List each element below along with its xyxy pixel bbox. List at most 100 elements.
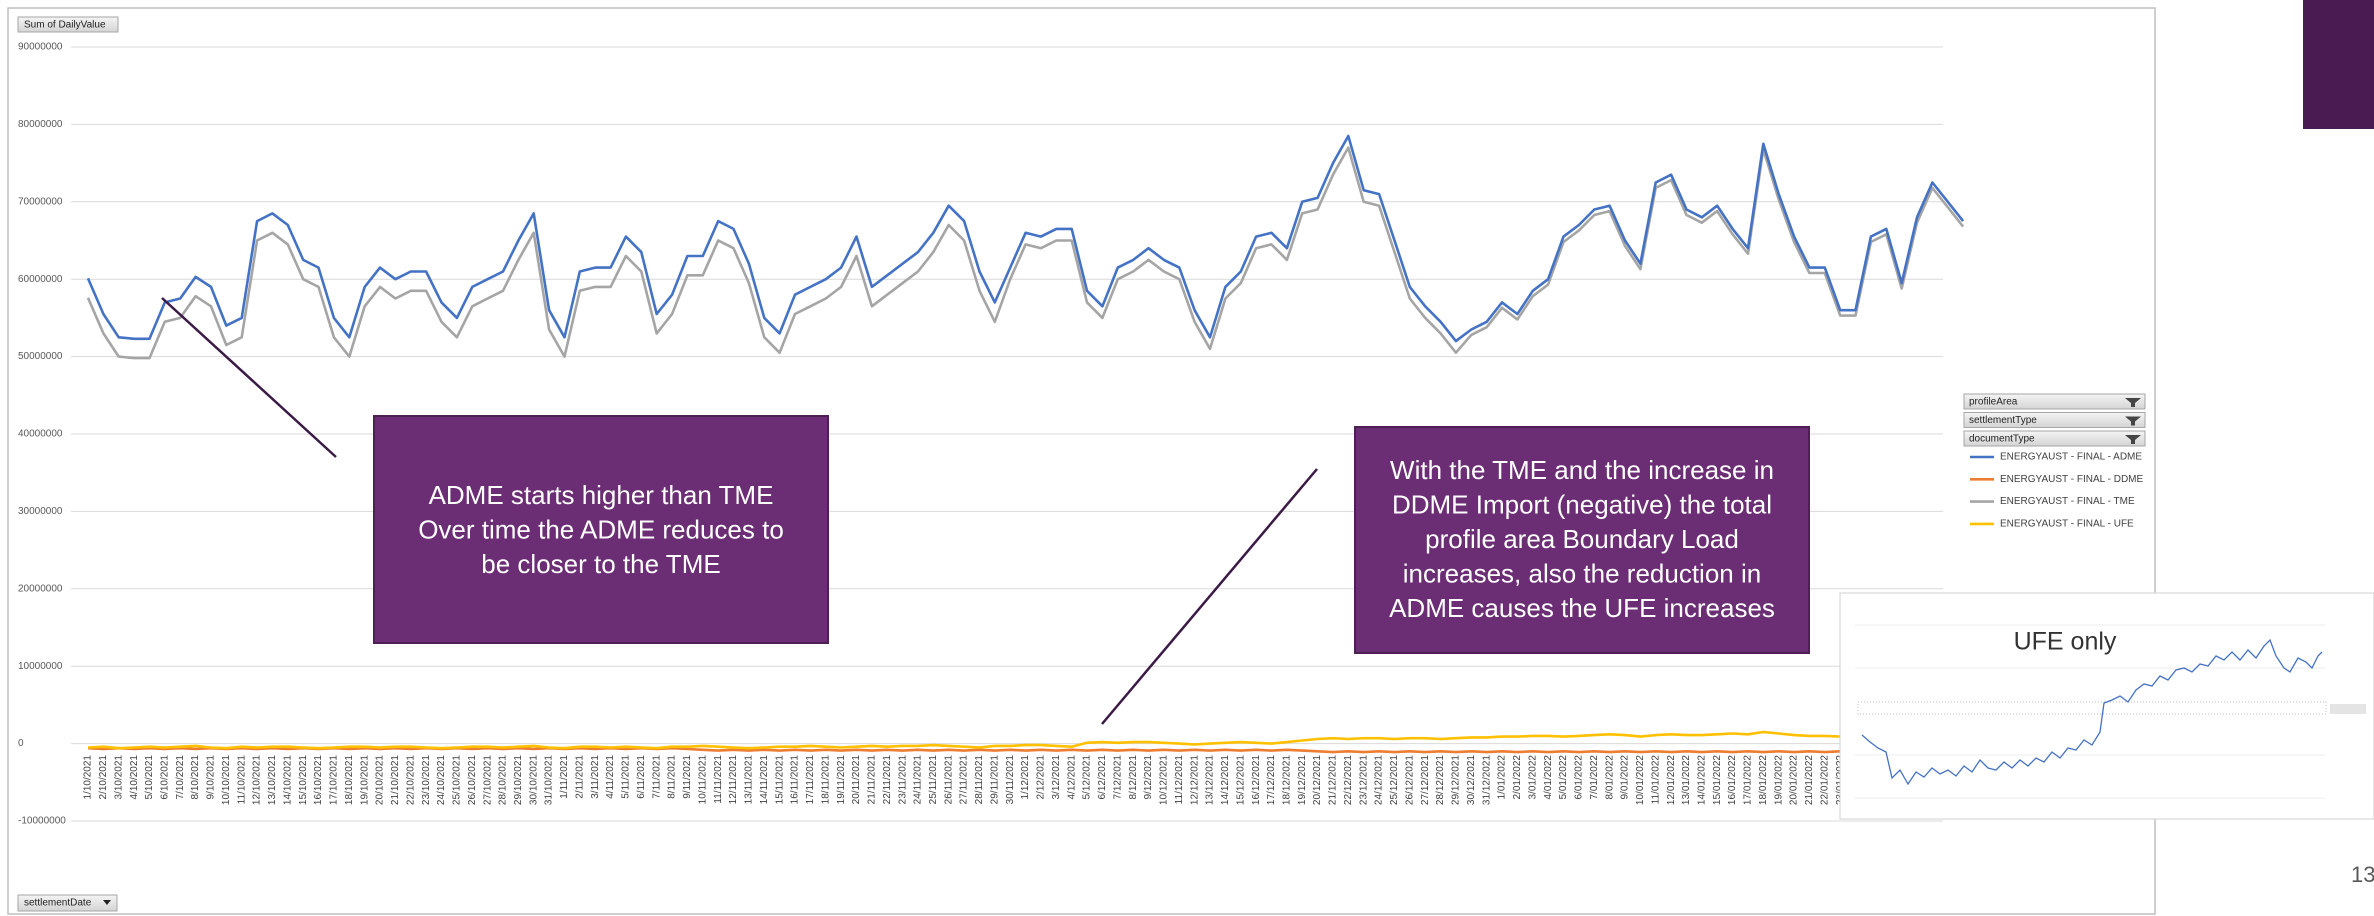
x-tick-label: 21/10/2021 [390,755,401,805]
x-tick-label: 19/12/2021 [1297,755,1308,805]
x-tick-label: 26/12/2021 [1404,755,1415,805]
legend-label: ENERGYAUST - FINAL - ADME [2000,452,2142,463]
legend-field-button[interactable]: profileArea [1963,393,2146,410]
x-tick-label: 26/11/2021 [943,755,954,805]
x-tick-label: 15/10/2021 [298,755,309,805]
filter-icon [2125,435,2141,444]
y-tick-label: 40000000 [18,429,63,440]
x-tick-label: 21/12/2021 [1328,755,1339,805]
dropdown-icon [103,900,111,905]
y-tick-label: 30000000 [18,506,63,517]
annotation-text: DDME Import (negative) the total [1392,489,1772,519]
x-tick-label: 31/10/2021 [544,755,555,805]
legend-field-button[interactable]: settlementType [1963,412,2146,428]
x-tick-label: 13/01/2022 [1681,755,1692,805]
legend-field-label: profileArea [1969,397,2018,408]
annotation-text: be closer to the TME [481,549,720,579]
filter-icon [2125,416,2141,426]
x-tick-label: 17/01/2022 [1743,755,1754,805]
button-bg [1963,393,2146,410]
legend-field-button[interactable]: documentType [1963,430,2146,447]
x-tick-label: 12/01/2022 [1666,755,1677,805]
x-tick-label: 7/11/2021 [651,755,662,799]
x-tick-label: 4/12/2021 [1066,755,1077,800]
x-tick-label: 29/11/2021 [989,755,1000,805]
x-tick-label: 14/10/2021 [282,755,293,805]
x-tick-label: 1/11/2021 [559,755,570,799]
x-tick-label: 23/12/2021 [1358,755,1369,805]
x-tick-label: 4/01/2022 [1543,755,1554,800]
x-tick-label: 16/01/2022 [1727,755,1738,805]
inset-thumbnail: UFE only [1839,592,2374,820]
x-tick-label: 9/10/2021 [206,755,217,800]
annotation-text: With the TME and the increase in [1390,455,1774,485]
x-tick-label: 21/11/2021 [867,755,878,805]
x-tick-label: 29/12/2021 [1451,755,1462,805]
inset-label: UFE only [2014,628,2117,656]
x-tick-label: 22/12/2021 [1343,755,1354,805]
y-tick-label: 0 [18,738,24,749]
y-tick-label: 70000000 [18,196,63,207]
x-tick-label: 15/01/2022 [1712,755,1723,805]
y-tick-label: 50000000 [18,351,63,362]
x-tick-label: 25/11/2021 [928,755,939,805]
legend-label: ENERGYAUST - FINAL - DDME [2000,474,2143,485]
x-tick-label: 7/10/2021 [175,755,186,800]
x-tick-label: 10/01/2022 [1635,755,1646,805]
x-tick-label: 9/01/2022 [1620,755,1631,800]
x-tick-label: 5/11/2021 [621,755,632,799]
value-field-button[interactable]: Sum of DailyValue [17,16,119,33]
y-tick-label: 20000000 [18,583,63,594]
callout-line [1101,468,1318,725]
x-tick-label: 11/11/2021 [713,755,724,804]
x-tick-label: 4/11/2021 [605,755,616,799]
x-tick-label: 22/10/2021 [405,755,416,805]
x-tick-label: 2/10/2021 [98,755,109,800]
x-tick-label: 13/11/2021 [744,755,755,805]
x-tick-label: 23/11/2021 [897,755,908,805]
x-tick-label: 14/01/2022 [1696,755,1707,805]
x-tick-label: 2/11/2021 [574,755,585,799]
x-tick-label: 10/11/2021 [697,755,708,805]
axis-field-label: settlementDate [24,898,92,909]
annotation-text: ADME starts higher than TME [429,480,774,510]
value-field-label: Sum of DailyValue [24,20,106,31]
x-tick-label: 14/11/2021 [759,755,770,805]
x-tick-label: 8/10/2021 [190,755,201,800]
x-tick-label: 18/10/2021 [344,755,355,805]
x-tick-label: 16/10/2021 [313,755,324,805]
series-line [86,134,1965,343]
axis-field-button[interactable]: settlementDate [17,894,118,912]
legend-field-label: settlementType [1969,415,2037,426]
x-tick-label: 9/12/2021 [1143,755,1154,800]
x-tick-label: 27/11/2021 [959,755,970,805]
x-tick-label: 11/01/2022 [1650,755,1661,805]
x-tick-label: 3/01/2022 [1527,755,1538,800]
filter-icon [2125,398,2141,407]
annotation-text: profile area Boundary Load [1425,524,1739,554]
x-tick-label: 6/10/2021 [159,755,170,800]
x-tick-label: 1/10/2021 [83,755,94,800]
x-tick-label: 27/10/2021 [482,755,493,805]
x-tick-label: 12/11/2021 [728,755,739,805]
x-tick-label: 20/10/2021 [375,755,386,805]
slide-number: 13 [2351,862,2374,887]
x-tick-label: 28/10/2021 [498,755,509,805]
x-tick-label: 29/10/2021 [513,755,524,805]
x-tick-label: 1/12/2021 [1020,755,1031,800]
x-tick-label: 8/01/2022 [1604,755,1615,800]
x-tick-label: 20/01/2022 [1789,755,1800,805]
x-tick-label: 8/11/2021 [667,755,678,799]
x-tick-label: 27/12/2021 [1420,755,1431,805]
x-tick-label: 9/11/2021 [682,755,693,799]
x-tick-label: 5/01/2022 [1558,755,1569,800]
callout-line [161,297,337,458]
x-tick-label: 22/11/2021 [882,755,893,805]
x-tick-label: 3/12/2021 [1051,755,1062,800]
x-tick-label: 19/11/2021 [836,755,847,805]
x-tick-label: 25/10/2021 [452,755,463,805]
x-tick-label: 14/12/2021 [1220,755,1231,805]
x-tick-label: 30/11/2021 [1005,755,1016,805]
button-bg [1963,430,2146,447]
